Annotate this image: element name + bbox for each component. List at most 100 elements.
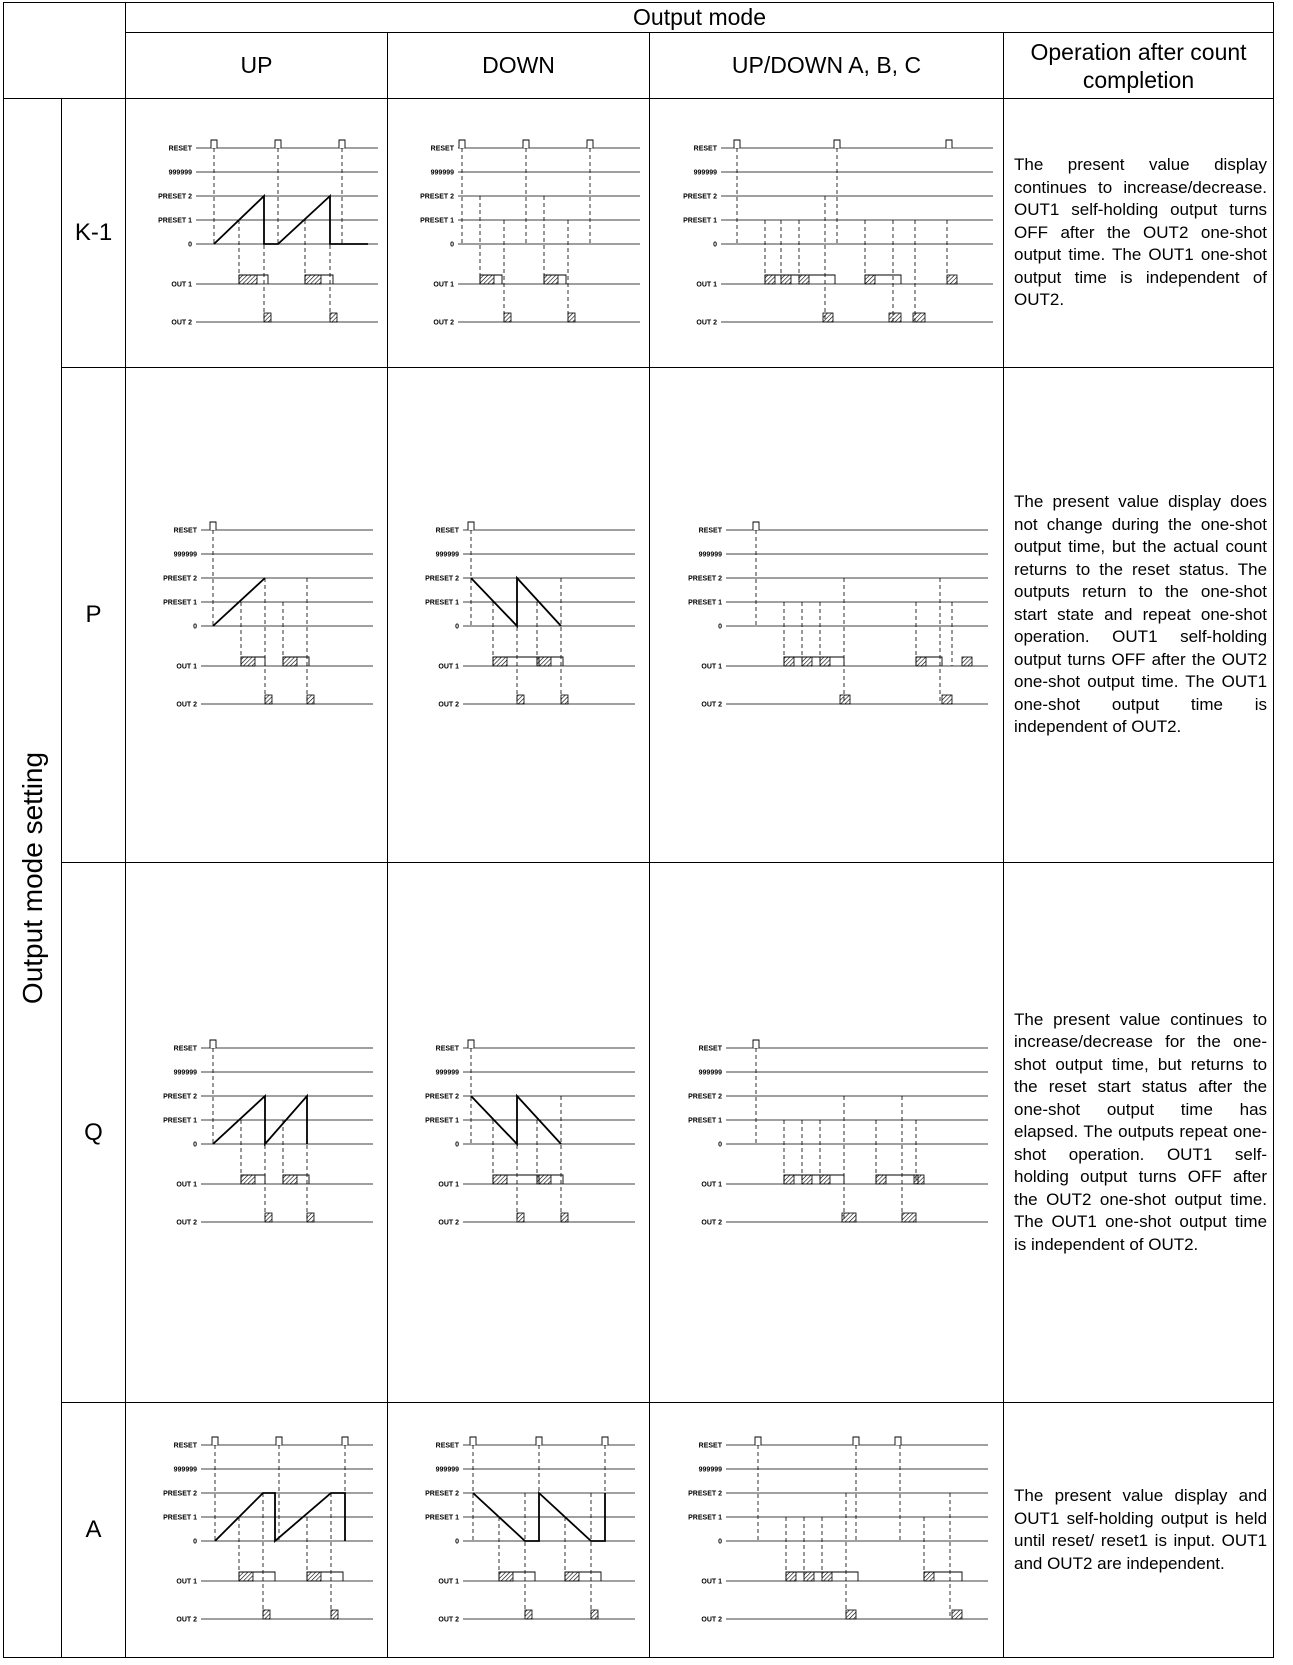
signal-label: 0	[455, 1141, 459, 1148]
timing-chart: RESET 999999 PRESET 2 PRESET 1 0 OUT 1 OUT 2	[163, 1039, 373, 1226]
out1-pulse	[238, 1571, 253, 1582]
reset-pulse	[209, 1039, 216, 1048]
out2-pulse	[306, 694, 314, 705]
signal-label: RESET	[435, 528, 459, 535]
signal-label: PRESET 1	[420, 218, 454, 225]
signal-label: 999999	[693, 170, 716, 177]
timing-chart: RESET 999999 PRESET 2 PRESET 1 0 OUT 1 OUT 2	[688, 1039, 988, 1226]
signal-label: PRESET 2	[158, 194, 192, 201]
timing-chart: RESET 999999 PRESET 2 PRESET 1 0 OUT 1 OUT 2	[163, 521, 373, 709]
count-waveform	[469, 575, 562, 629]
reset-pulse	[467, 1039, 474, 1048]
timing-chart: RESET 999999 PRESET 2 PRESET 1 0 OUT 1 OUT 2	[688, 1436, 988, 1624]
out1-pulse	[764, 274, 775, 285]
out2-pulse	[264, 1212, 272, 1222]
timing-diagram: RESET 999999 PRESET 2 PRESET 1 0 OUT 1 OUT 2	[649, 1402, 1004, 1658]
signal-label: 0	[718, 1141, 722, 1148]
signal-label: RESET	[173, 1443, 197, 1450]
signal-label: 999999	[435, 1069, 458, 1076]
out1-pulse	[803, 1571, 814, 1582]
timing-diagram: RESET 999999 PRESET 2 PRESET 1 0 OUT 1 OUT 2	[649, 98, 1004, 368]
signal-label: 0	[455, 1539, 459, 1546]
signal-label: 999999	[698, 552, 721, 559]
timing-diagram: RESET 999999 PRESET 2 PRESET 1 0 OUT 1 OUT 2	[125, 1402, 388, 1658]
out1-pulse	[498, 1571, 513, 1582]
reset-pulse	[945, 139, 952, 148]
out2-pulse	[845, 1609, 856, 1620]
signal-label: 0	[713, 242, 717, 249]
signal-label: 999999	[173, 1467, 196, 1474]
signal-label: 999999	[168, 170, 191, 177]
reset-pulse	[341, 1436, 348, 1445]
reset-pulse	[467, 521, 474, 530]
out2-pulse	[516, 694, 524, 705]
timing-chart: RESET 999999 PRESET 2 PRESET 1 0 OUT 1 OUT 2	[425, 521, 635, 709]
signal-label: PRESET 2	[688, 1093, 722, 1100]
signal-label: RESET	[435, 1045, 459, 1052]
signal-label: 0	[193, 624, 197, 631]
signal-label: OUT 2	[171, 320, 192, 327]
reset-pulse	[833, 139, 840, 148]
signal-label: OUT 1	[696, 282, 717, 289]
signal-label: OUT 1	[176, 664, 197, 671]
out2-pulse	[560, 694, 568, 705]
signal-label: 0	[193, 1141, 197, 1148]
signal-label: RESET	[168, 146, 192, 153]
signal-label: RESET	[698, 1443, 722, 1450]
signal-label: PRESET 1	[425, 1515, 459, 1522]
signal-label: RESET	[173, 1045, 197, 1052]
out2-pulse	[901, 1212, 916, 1222]
signal-label: PRESET 1	[425, 1117, 459, 1124]
signal-label: OUT 1	[171, 282, 192, 289]
output-mode-header: Output mode	[124, 2, 1275, 33]
description-k1: The present value display continues to i…	[1002, 98, 1275, 368]
signal-label: PRESET 2	[688, 1491, 722, 1498]
description-p: The present value display does not chang…	[1002, 367, 1275, 863]
timing-diagram: RESET 999999 PRESET 2 PRESET 1 0 OUT 1 OUT 2	[387, 1402, 650, 1658]
up-column-header: UP	[125, 32, 388, 99]
out1-pulse	[536, 1174, 551, 1184]
signal-label: PRESET 1	[688, 1515, 722, 1522]
reset-pulse	[275, 1436, 282, 1445]
signal-label: OUT 2	[701, 1219, 722, 1226]
reset-pulse	[338, 139, 345, 148]
timing-chart: RESET 999999 PRESET 2 PRESET 1 0 OUT 1 OUT 2	[158, 139, 378, 327]
signal-label: 999999	[435, 552, 458, 559]
count-waveform	[212, 193, 368, 245]
out1-pulse	[801, 656, 812, 667]
timing-diagram: RESET 999999 PRESET 2 PRESET 1 0 OUT 1 OUT 2	[387, 862, 650, 1403]
signal-label: OUT 1	[438, 664, 459, 671]
signal-label: OUT 2	[176, 1219, 197, 1226]
out1-pulse	[783, 1174, 794, 1184]
reset-pulse	[586, 139, 593, 148]
signal-label: PRESET 1	[688, 600, 722, 607]
timing-chart: RESET 999999 PRESET 2 PRESET 1 0 OUT 1 OUT 2	[163, 1436, 373, 1624]
signal-label: OUT 1	[701, 1579, 722, 1586]
reset-pulse	[210, 139, 217, 148]
timing-diagram: RESET 999999 PRESET 2 PRESET 1 0 OUT 1 OUT 2	[125, 98, 388, 368]
reset-pulse	[274, 139, 281, 148]
out1-pulse	[819, 656, 830, 667]
reset-pulse	[601, 1436, 608, 1445]
timing-diagram: RESET 999999 PRESET 2 PRESET 1 0 OUT 1 OUT 2	[125, 862, 388, 1403]
signal-label: 999999	[698, 1069, 721, 1076]
out1-pulse	[479, 274, 494, 285]
out1-pulse	[306, 1571, 321, 1582]
timing-diagram: RESET 999999 PRESET 2 PRESET 1 0 OUT 1 OUT 2	[125, 367, 388, 863]
signal-label: OUT 2	[438, 702, 459, 709]
out1-pulse	[282, 1174, 297, 1184]
signal-label: OUT 2	[438, 1219, 459, 1226]
signal-label: 999999	[698, 1467, 721, 1474]
signal-label: OUT 1	[701, 664, 722, 671]
count-waveform	[211, 577, 266, 627]
out2-pulse	[822, 312, 833, 323]
down-column-header: DOWN	[387, 32, 650, 99]
out1-pulse	[780, 274, 791, 285]
signal-label: 999999	[435, 1467, 458, 1474]
reset-pulse	[894, 1436, 901, 1445]
out2-pulse	[839, 694, 850, 705]
signal-label: 0	[718, 624, 722, 631]
signal-label: PRESET 1	[688, 1117, 722, 1124]
signal-label: OUT 2	[433, 320, 454, 327]
out1-pulse	[564, 1571, 579, 1582]
